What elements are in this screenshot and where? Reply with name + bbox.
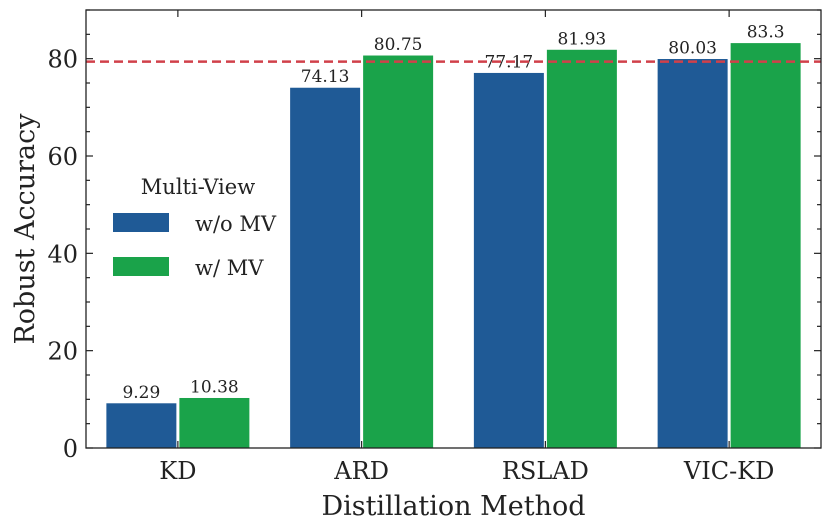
data-label-vic-kd-series-0: 80.03 [668,39,717,59]
legend-label-without-mv: w/o MV [195,212,277,236]
bar-rslad-series-1 [545,48,618,449]
legend-title: Multi-View [141,175,255,199]
x-tick-label-kd: KD [159,457,196,485]
y-tick-label: 0 [63,435,78,463]
data-label-ard-series-1: 80.75 [374,35,423,55]
data-label-vic-kd-series-1: 83.3 [747,23,785,43]
bar-kd-series-1 [178,396,251,449]
bar-ard-series-0 [289,86,362,449]
bar-rslad-series-0 [472,71,545,449]
data-label-rslad-series-1: 81.93 [558,29,607,49]
axis-ticks: 0 20 40 60 80 KD ARD RSLAD VIC-KD [47,9,821,485]
y-axis-label: Robust Accuracy [10,113,41,345]
legend-swatch-with-mv [113,257,169,276]
legend-swatch-without-mv [113,213,169,232]
bar-ard-series-1 [362,54,435,449]
y-tick-label: 40 [47,240,78,268]
x-tick-label-rslad: RSLAD [502,457,589,485]
x-tick-label-ard: ARD [333,457,389,485]
y-tick-label: 20 [47,338,78,366]
x-tick-label-vic-kd: VIC-KD [683,457,774,485]
legend-label-with-mv: w/ MV [195,256,264,280]
bar-vic-kd-series-0 [656,58,729,449]
data-label-kd-series-0: 9.29 [122,383,160,403]
legend: Multi-View w/o MV w/ MV [113,175,277,280]
data-label-ard-series-0: 74.13 [301,67,350,87]
bar-kd-series-0 [105,402,178,449]
data-label-kd-series-1: 10.38 [190,377,239,397]
bars [105,42,802,449]
y-tick-label: 80 [47,46,78,74]
x-axis-label: Distillation Method [321,491,585,522]
bar-vic-kd-series-1 [729,42,802,449]
y-tick-label: 60 [47,143,78,171]
